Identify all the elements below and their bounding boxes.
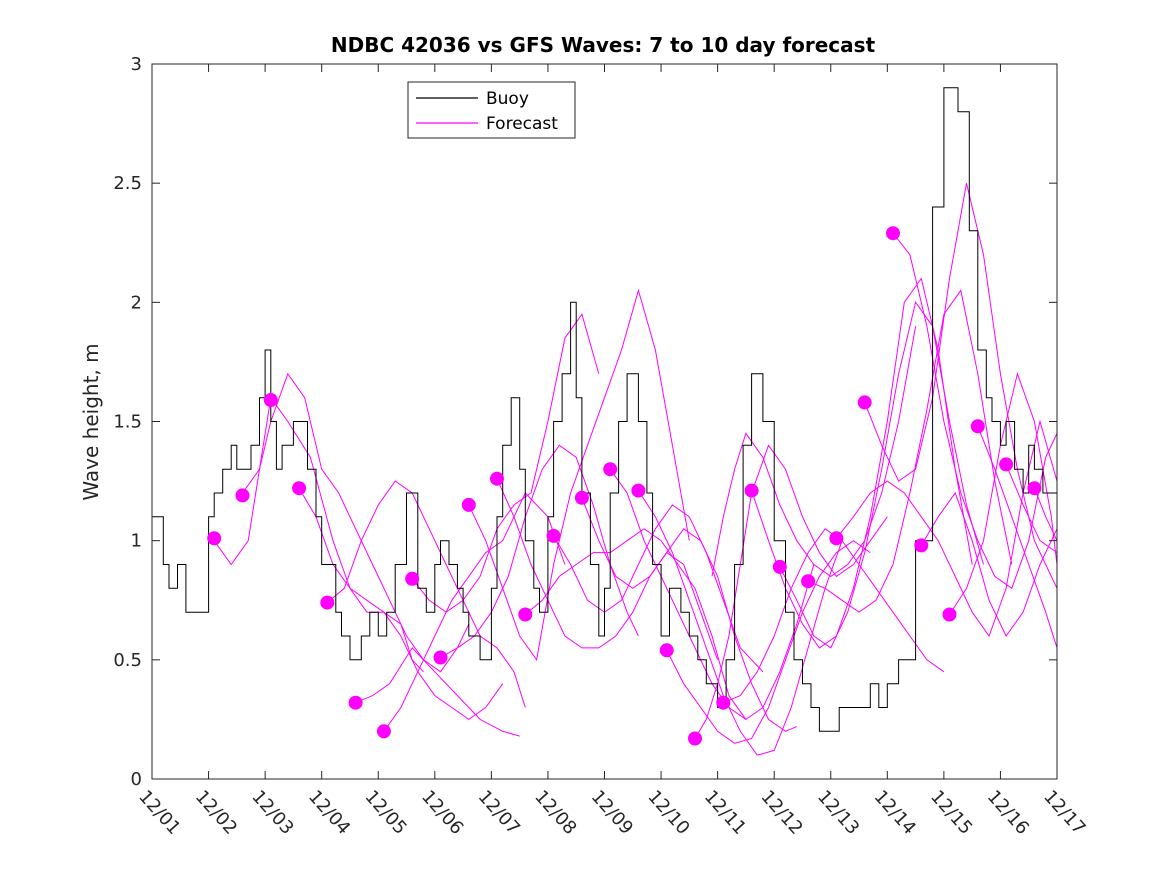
forecast-marker [348, 695, 363, 710]
forecast-run-line [468, 288, 690, 662]
forecast-marker [772, 559, 787, 574]
legend-forecast-label: Forecast [486, 114, 558, 134]
y-tick-label: 1 [131, 531, 142, 552]
forecast-marker [688, 731, 702, 746]
forecast-run-line [694, 444, 888, 739]
forecast-marker [292, 481, 307, 496]
forecast-marker [659, 643, 674, 658]
forecast-marker [631, 483, 646, 498]
y-tick-label: 0.5 [113, 650, 142, 671]
x-tick-label: 12/07 [474, 786, 524, 839]
forecast-marker [235, 488, 250, 503]
x-tick-label: 12/11 [700, 786, 750, 839]
forecast-run-line [637, 490, 843, 756]
forecast-run-line [1005, 464, 1058, 554]
forecast-run-line [411, 313, 600, 613]
legend: Buoy Forecast [407, 81, 576, 139]
forecast-marker [886, 226, 900, 241]
forecast-run-line [383, 492, 566, 732]
y-tick-label: 3 [131, 54, 142, 75]
forecast-marker [263, 393, 278, 407]
forecast-run-line [864, 183, 1058, 589]
forecast-marker [574, 490, 589, 505]
forecast-run-line [892, 232, 1058, 590]
forecast-marker [829, 531, 844, 546]
forecast-marker [744, 483, 759, 498]
buoy-line [152, 87, 1058, 732]
legend-box [407, 81, 576, 139]
y-tick-label: 2.5 [113, 173, 142, 194]
forecast-run-line [326, 480, 526, 708]
series-layer [152, 87, 1058, 756]
x-tick-label: 12/03 [247, 786, 297, 839]
x-tick-label: 12/16 [983, 786, 1033, 839]
forecast-marker [376, 724, 391, 739]
forecast-run-line [977, 426, 1058, 649]
forecast-marker [942, 607, 957, 622]
forecast-marker [207, 531, 222, 546]
y-axis-label: Wave height, m [79, 343, 103, 500]
forecast-marker [999, 457, 1014, 472]
forecast-run-line [807, 289, 1013, 613]
forecast-marker [433, 650, 448, 665]
forecast-run-line [242, 372, 470, 673]
x-tick-label: 12/01 [134, 786, 184, 839]
plot-area: 12/01 12/02 12/03 12/04 12/05 12/06 12/07 12/08… [113, 54, 1089, 839]
y-tick-label: 0 [131, 769, 142, 790]
forecast-run-line [1033, 488, 1058, 541]
forecast-marker [801, 574, 816, 589]
x-tick-label: 12/05 [361, 786, 411, 839]
forecast-run-line [836, 419, 1058, 638]
forecast-marker [1027, 481, 1042, 496]
y-tick-label: 1.5 [113, 412, 142, 433]
forecast-run-line [751, 277, 973, 649]
forecast-marker [490, 471, 504, 486]
forecast-run-line [711, 326, 917, 578]
forecast-run-line [553, 504, 764, 673]
forecast-run-line [355, 647, 520, 737]
x-tick-label: 12/12 [756, 786, 806, 839]
chart-title: NDBC 42036 vs GFS Waves: 7 to 10 day for… [331, 33, 876, 57]
marker-layer [207, 226, 1042, 746]
forecast-marker [518, 607, 533, 622]
forecast-marker [857, 395, 872, 410]
x-tick-label: 12/15 [926, 786, 976, 839]
forecast-run-line [949, 372, 1058, 615]
x-tick-label: 12/04 [304, 786, 354, 839]
forecast-marker [914, 538, 929, 553]
forecast-marker [320, 595, 335, 610]
forecast-marker [405, 571, 420, 586]
forecast-run-line [524, 528, 747, 720]
y-tick-label: 2 [131, 292, 142, 313]
forecast-marker [603, 462, 618, 477]
forecast-run-line [213, 396, 424, 673]
forecast-run-line [779, 301, 984, 649]
x-tick-label: 12/06 [417, 786, 467, 839]
x-tick-label: 12/02 [191, 786, 241, 839]
x-tick-label: 12/10 [643, 786, 693, 839]
forecast-run-line [666, 540, 871, 744]
legend-buoy-label: Buoy [486, 89, 529, 109]
forecast-marker [546, 528, 561, 543]
x-tick-label: 12/13 [813, 786, 863, 839]
forecast-marker [970, 419, 985, 434]
x-tick-label: 12/08 [530, 786, 580, 839]
x-tick-label: 12/17 [1039, 786, 1089, 839]
x-tick-label: 12/14 [870, 786, 920, 839]
y-axis: 0 0.5 1 1.5 2 2.5 3 [113, 54, 1057, 790]
x-tick-label: 12/09 [587, 786, 637, 839]
forecast-marker [716, 695, 731, 710]
forecast-marker [461, 497, 476, 512]
